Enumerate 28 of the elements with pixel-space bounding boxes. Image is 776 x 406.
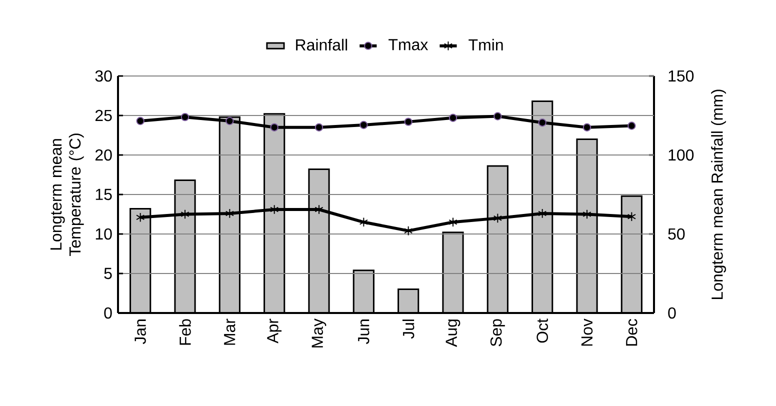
x-tick-label: Mar bbox=[224, 318, 236, 345]
x-tick-label: Sep bbox=[490, 319, 505, 346]
x-tick-label: Aug bbox=[446, 320, 460, 347]
y2-tick-label: 150 bbox=[668, 70, 694, 82]
x-tick-label: Jul bbox=[402, 320, 414, 339]
x-tick-label: Oct bbox=[536, 318, 548, 343]
y2-tick-label: 50 bbox=[668, 228, 685, 240]
x-tick-label: May bbox=[312, 318, 326, 348]
legend-label: Rainfall bbox=[296, 38, 348, 51]
y-tick-label: 15 bbox=[96, 188, 112, 200]
legend-label: Tmax bbox=[388, 39, 428, 50]
y-tick-label: 20 bbox=[95, 149, 112, 161]
y2-axis-title: Longterm mean Rainfall (mm) bbox=[711, 90, 726, 299]
y-tick-label: 0 bbox=[104, 307, 112, 319]
x-tick-label: Feb bbox=[179, 319, 191, 345]
x-tick-label: Apr bbox=[267, 318, 282, 344]
y2-tick-label: 0 bbox=[668, 307, 676, 319]
y-tick-label: 25 bbox=[95, 110, 112, 122]
x-tick-label: Jan bbox=[134, 320, 146, 344]
x-tick-label: Jun bbox=[358, 320, 370, 344]
x-tick-label: Nov bbox=[581, 318, 593, 346]
y-axis-title: Longterm mean Temperature (°C) bbox=[50, 134, 84, 256]
legend-label: Tmin bbox=[468, 38, 503, 50]
y-tick-label: 5 bbox=[104, 268, 112, 280]
y-tick-label: 30 bbox=[95, 70, 112, 82]
y-tick-label: 10 bbox=[96, 228, 112, 240]
y2-tick-label: 100 bbox=[668, 149, 694, 161]
x-tick-label: Dec bbox=[626, 318, 638, 346]
